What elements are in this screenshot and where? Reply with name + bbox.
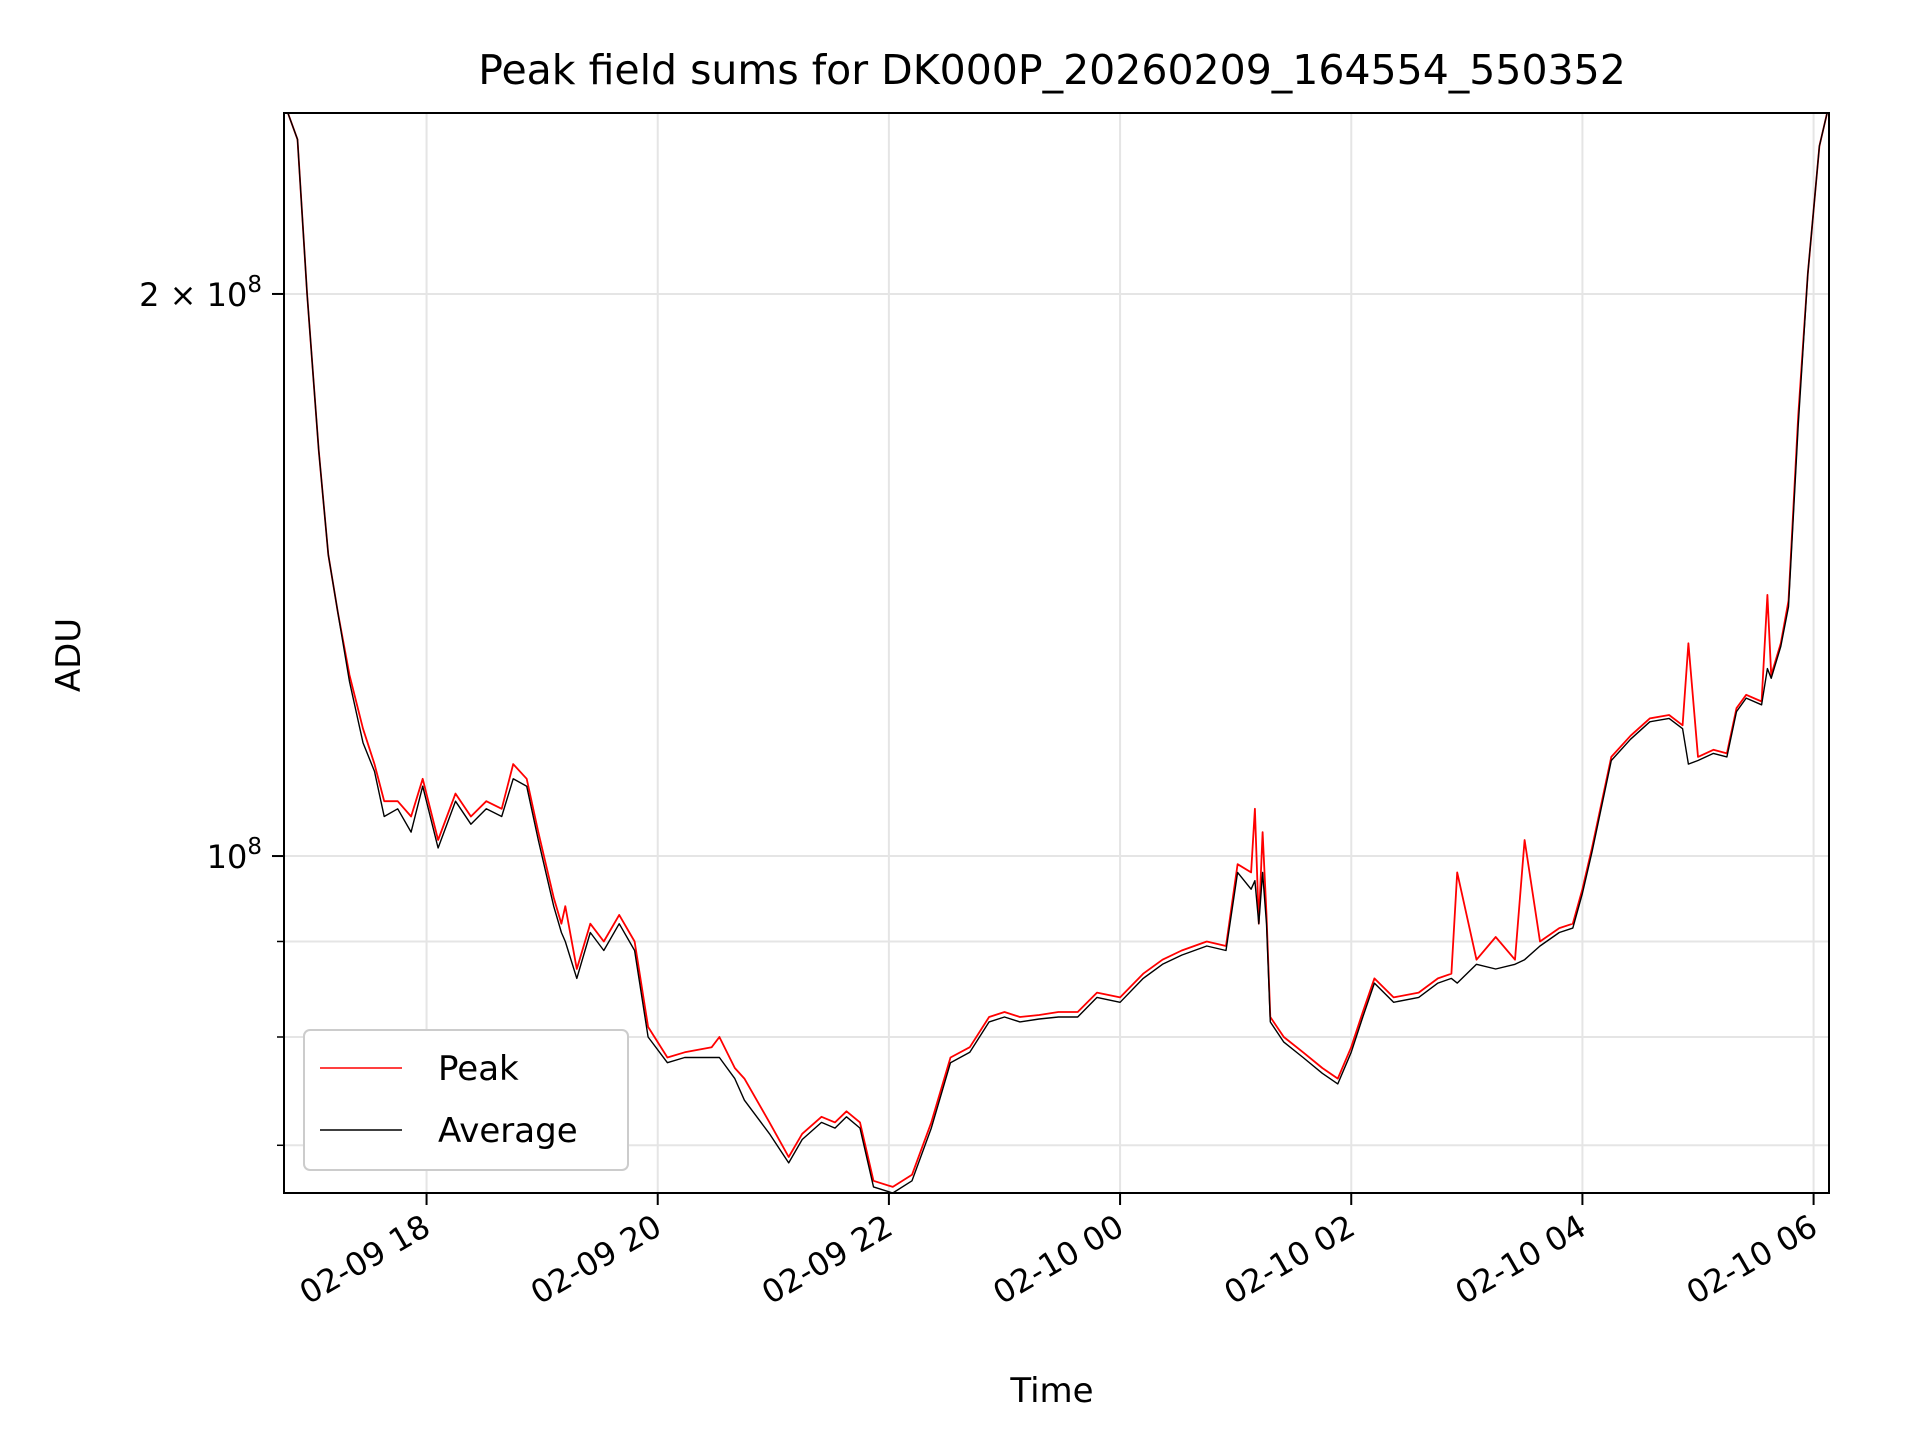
- series-lines: [287, 112, 1828, 1194]
- y-tick-label: 2 × 108: [139, 272, 262, 314]
- y-axis-label: ADU: [49, 618, 89, 692]
- chart-title: Peak field sums for DK000P_20260209_1645…: [478, 46, 1626, 94]
- plot-frame: [283, 112, 1830, 1194]
- x-axis-label: Time: [1009, 1371, 1093, 1411]
- legend: Peak Average: [303, 1029, 629, 1171]
- legend-box: [303, 1029, 629, 1171]
- legend-label-peak: Peak: [438, 1049, 519, 1089]
- y-tick-label: 108: [207, 834, 262, 876]
- series-line-average: [287, 112, 1828, 1194]
- legend-label-average: Average: [438, 1111, 578, 1151]
- series-line-peak: [287, 112, 1828, 1188]
